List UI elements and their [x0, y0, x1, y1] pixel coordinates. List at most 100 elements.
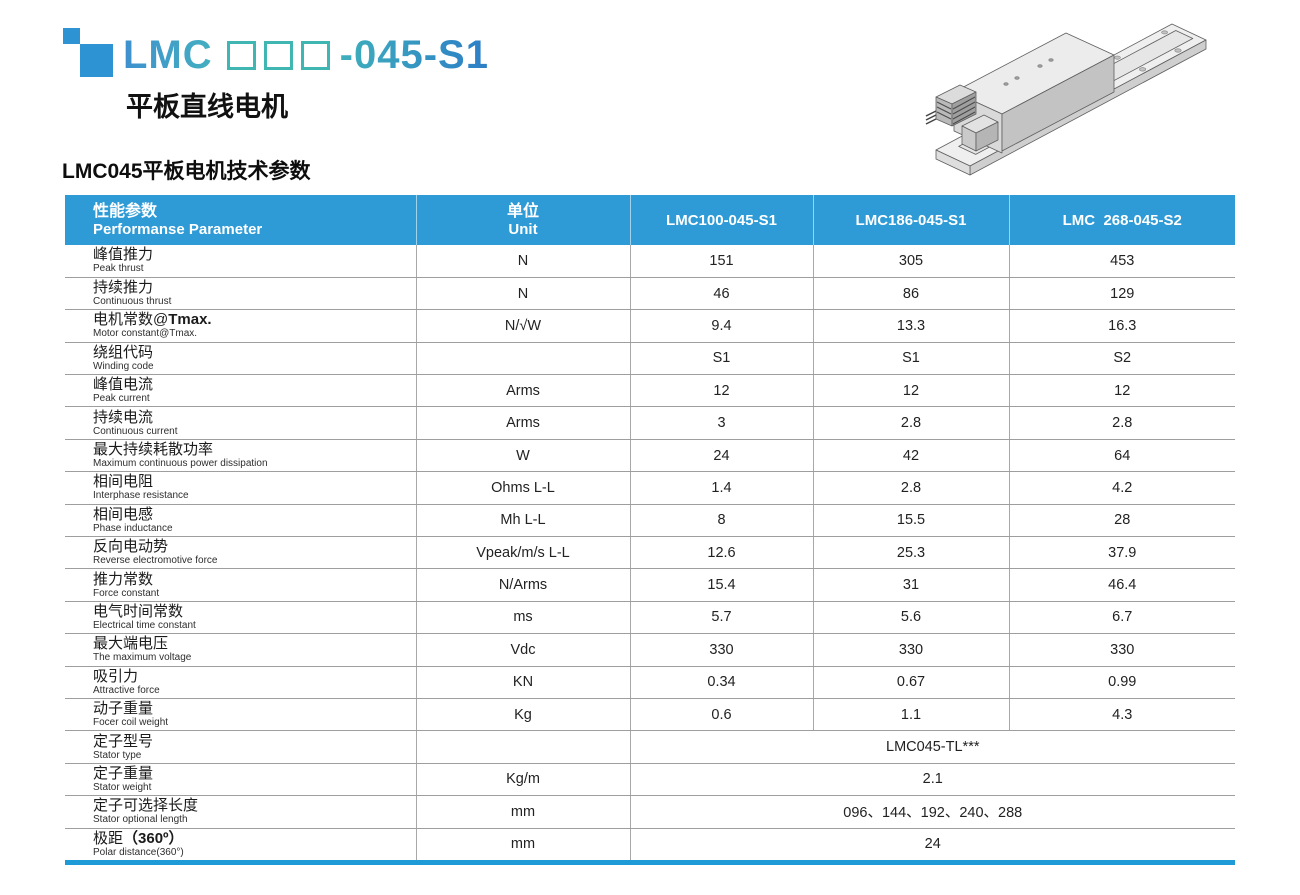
forcer-right-face [1001, 54, 1115, 152]
page-subtitle: 平板直线电机 [126, 92, 288, 122]
value-cell: 0.99 [1008, 666, 1235, 699]
unit-cell: mm [415, 828, 630, 861]
table-row: 电气时间常数 Electrical time constant ms 5.7 5.6 6.… [65, 601, 1235, 635]
parameter-name-zh: 电气时间常数 [93, 602, 184, 620]
merged-value-cell: 096、144、192、240、288 [629, 795, 1235, 829]
parameter-cell: 定子可选择长度 Stator optional length [65, 795, 416, 829]
parameter-cell: 动子重量 Focer coil weight [65, 698, 416, 732]
parameter-cell: 定子型号 Stator type [65, 730, 416, 764]
parameter-name-en: Focer coil weight [93, 717, 169, 729]
parameter-name-zh: 极距（360º） [93, 829, 184, 847]
table-row: 最大端电压 The maximum voltage Vdc 330 330 330 [65, 633, 1235, 667]
logo-small-square [63, 28, 80, 44]
value-cell: 4.3 [1008, 698, 1235, 732]
unit-cell: Kg [415, 698, 630, 732]
parameter-cell: 相间电阻 Interphase resistance [65, 471, 416, 505]
value-cell: 5.6 [812, 601, 1009, 635]
parameter-cell: 极距（360º） Polar distance(360°) [65, 828, 416, 860]
value-cell: S2 [1008, 342, 1235, 376]
value-cell: 15.4 [629, 568, 813, 602]
value-cell: 12 [1008, 374, 1235, 408]
parameter-name-zh: 持续电流 [93, 408, 154, 426]
parameter-cell: 电气时间常数 Electrical time constant [65, 601, 416, 635]
value-cell: 28 [1008, 504, 1235, 538]
value-cell: 129 [1008, 277, 1235, 311]
value-cell: 0.67 [812, 666, 1009, 699]
parameter-name-en: Reverse electromotive force [93, 555, 218, 567]
forcer-top-holes [1003, 58, 1054, 86]
placeholder-box-icon [226, 41, 256, 70]
value-cell: S1 [629, 342, 813, 376]
unit-cell: Kg/m [415, 763, 630, 797]
unit-cell [415, 342, 630, 376]
value-cell: 46.4 [1008, 568, 1235, 602]
parameter-cell: 持续推力 Continuous thrust [65, 277, 416, 311]
value-cell: 9.4 [629, 309, 813, 343]
value-cell: 6.7 [1008, 601, 1235, 635]
connector-pins [925, 110, 937, 125]
parameter-name-en: Interphase resistance [93, 490, 189, 502]
value-cell: 13.3 [812, 309, 1009, 343]
bracket-right [975, 121, 999, 152]
table-row: 绕组代码 Winding code S1 S1 S2 [65, 342, 1235, 376]
parameter-cell: 相间电感 Phase inductance [65, 504, 416, 538]
header-cell-unit: 单位 Unit [415, 195, 630, 245]
spec-table: 性能参数 Performanse Parameter 单位 Unit LMC10… [65, 195, 1235, 861]
value-cell: 330 [1008, 633, 1235, 667]
merged-value-cell: LMC045-TL*** [629, 730, 1235, 764]
table-row: 动子重量 Focer coil weight Kg 0.6 1.1 4.3 [65, 698, 1235, 732]
value-cell: 46 [629, 277, 813, 311]
title-model-prefix: LMC [123, 33, 213, 77]
unit-cell: Mh L-L [415, 504, 630, 538]
parameter-cell: 峰值电流 Peak current [65, 374, 416, 408]
value-cell: 15.5 [812, 504, 1009, 538]
rail-left-cap [935, 149, 971, 176]
value-cell: 12 [812, 374, 1009, 408]
page-title: LMC -045-S1 [123, 33, 489, 78]
value-cell: 1.4 [629, 471, 813, 505]
parameter-cell: 绕组代码 Winding code [65, 342, 416, 376]
parameter-name-en: Peak thrust [93, 263, 144, 275]
parameter-cell: 最大端电压 The maximum voltage [65, 633, 416, 667]
value-cell: 0.6 [629, 698, 813, 732]
parameter-name-zh: 动子重量 [93, 700, 154, 718]
unit-cell: Vdc [415, 633, 630, 667]
table-row: 定子型号 Stator type LMC045-TL*** [65, 730, 1235, 764]
table-row: 相间电感 Phase inductance Mh L-L 8 15.5 28 [65, 504, 1235, 538]
value-cell: 330 [629, 633, 813, 667]
table-row: 持续电流 Continuous current Arms 3 2.8 2.8 [65, 406, 1235, 440]
table-row: 峰值电流 Peak current Arms 12 12 12 [65, 374, 1235, 408]
parameter-name-en: The maximum voltage [93, 652, 192, 664]
header-parameter-en: Performanse Parameter [93, 220, 263, 238]
table-row: 极距（360º） Polar distance(360°) mm 24 [65, 828, 1235, 861]
value-cell: 2.8 [812, 471, 1009, 505]
value-cell: 37.9 [1008, 536, 1235, 570]
table-row: 电机常数@Tmax. Motor constant@Tmax. N/√W 9.4 13.… [65, 309, 1235, 343]
table-header-row: 性能参数 Performanse Parameter 单位 Unit LMC10… [65, 195, 1235, 245]
value-cell: 24 [629, 439, 813, 473]
table-row: 峰值推力 Peak thrust N 151 305 453 [65, 245, 1235, 278]
unit-cell: mm [415, 795, 630, 829]
merged-value-cell: 2.1 [629, 763, 1235, 797]
parameter-name-en: Stator weight [93, 781, 152, 793]
value-cell: 4.2 [1008, 471, 1235, 505]
parameter-cell: 最大持续耗散功率 Maximum continuous power dissipa… [65, 439, 416, 473]
unit-cell: Arms [415, 374, 630, 408]
table-row: 持续推力 Continuous thrust N 46 86 129 [65, 277, 1235, 311]
parameter-name-en: Peak current [93, 393, 150, 405]
parameter-name-en: Continuous current [93, 425, 178, 437]
title-model-suffix: -045-S1 [339, 33, 489, 77]
header-unit-en: Unit [508, 220, 538, 238]
header-unit-zh: 单位 [506, 202, 539, 220]
spec-table-container: 性能参数 Performanse Parameter 单位 Unit LMC10… [65, 195, 1235, 866]
value-cell: S1 [812, 342, 1009, 376]
unit-cell: KN [415, 666, 630, 699]
unit-cell: W [415, 439, 630, 473]
parameter-cell: 吸引力 Attractive force [65, 666, 416, 699]
value-cell: 12 [629, 374, 813, 408]
value-cell: 16.3 [1008, 309, 1235, 343]
brand-logo-squares-icon [63, 28, 115, 80]
parameter-name-zh: 吸引力 [93, 667, 139, 685]
value-cell: 3 [629, 406, 813, 440]
